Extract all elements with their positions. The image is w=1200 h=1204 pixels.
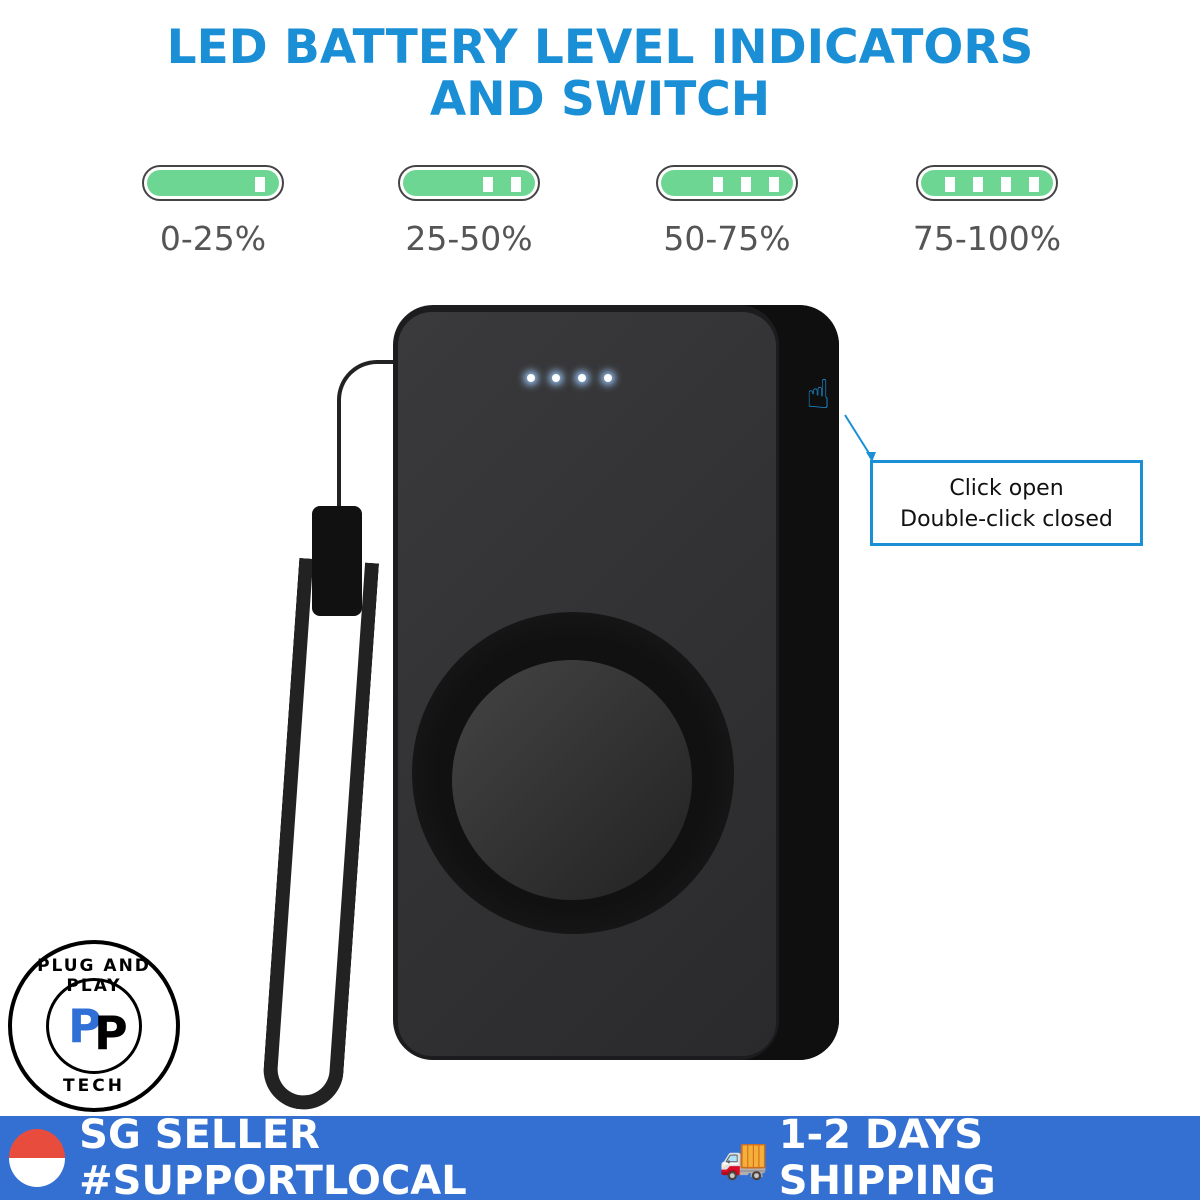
battery-icon [398,165,540,201]
battery-icon [656,165,798,201]
switch-callout: Click open Double-click closed [870,460,1143,546]
battery-bar [741,177,751,192]
battery-indicator: 25-50% [398,165,540,258]
battery-bar [1029,177,1039,192]
shipping-text: 1-2 DAYS SHIPPING [778,1112,996,1204]
battery-icon [142,165,284,201]
wireless-charging-pad [452,660,692,900]
battery-bar [255,177,265,192]
battery-level-label: 25-50% [405,219,533,258]
hand-pointer-icon: ☝ [806,372,831,418]
headline: LED BATTERY LEVEL INDICATORS AND SWITCH [166,20,1034,127]
battery-bar [945,177,955,192]
battery-bar [483,177,493,192]
led-indicator [527,374,535,382]
battery-bar [1001,177,1011,192]
battery-bar [713,177,723,192]
plug-and-play-tech-logo: PLUG AND PLAY P P TECH [8,940,180,1112]
battery-indicator: 0-25% [142,165,284,258]
singapore-flag-icon [9,1129,66,1187]
battery-bar [973,177,983,192]
battery-bar [769,177,779,192]
promo-banner: SG SELLER #SUPPORTLOCAL 🚚 1-2 DAYS SHIPP… [0,1112,1200,1204]
battery-icon [916,165,1058,201]
lanyard-cord [337,360,397,510]
battery-level-label: 50-75% [663,219,791,258]
wrist-strap [260,557,380,1113]
led-indicator [552,374,560,382]
battery-indicator: 75-100% [913,165,1061,258]
fast-delivery-truck-icon: 🚚 [718,1135,769,1182]
arrow-icon [844,414,876,462]
seller-text: SG SELLER #SUPPORTLOCAL [79,1112,467,1204]
led-indicator [604,374,612,382]
led-indicator [578,374,586,382]
battery-indicator: 50-75% [656,165,798,258]
battery-level-label: 0-25% [159,219,267,258]
strap-clasp [312,506,362,616]
battery-bar [511,177,521,192]
battery-level-label: 75-100% [912,219,1062,258]
